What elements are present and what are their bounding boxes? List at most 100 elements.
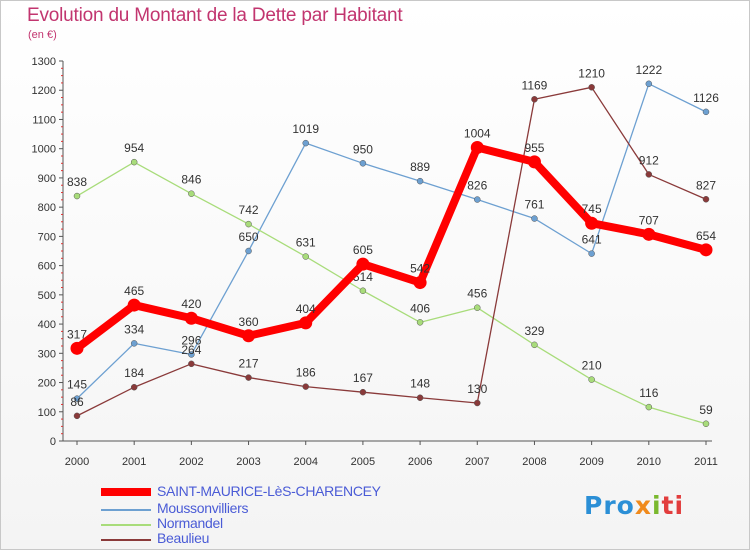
proxiti-logo: Proxiti — [584, 491, 684, 520]
logo-part-3: i — [651, 491, 662, 520]
legend-label-normandel: Normandel — [157, 515, 223, 531]
data-label-normandel-2003: 742 — [239, 203, 259, 217]
data-point-moussonvilliers-2002 — [188, 351, 195, 358]
y-tick-label-900: 900 — [38, 173, 56, 185]
data-point-normandel-2000 — [73, 192, 81, 200]
data-label-beaulieu-2010: 912 — [639, 153, 659, 167]
data-point-moussonvilliers-2006 — [416, 177, 424, 185]
data-point-normandel-2006 — [416, 319, 424, 326]
y-tick-label-1100: 1100 — [32, 114, 56, 126]
y-tick-label-1000: 1000 — [32, 144, 56, 156]
data-label-moussonvilliers-2007: 826 — [467, 179, 487, 193]
y-tick-label-600: 600 — [38, 261, 56, 273]
x-tick-label-2000: 2000 — [65, 456, 89, 468]
y-tick-label-200: 200 — [38, 378, 56, 390]
logo-part-1: Pro — [584, 491, 635, 520]
data-point-saint-maurice-les-charencey-2003 — [242, 329, 256, 343]
series-line-beaulieu — [76, 86, 707, 417]
data-label-beaulieu-2007: 130 — [467, 382, 487, 396]
data-label-saint-maurice-les-charencey-2009: 745 — [582, 202, 602, 216]
data-label-beaulieu-2005: 167 — [353, 371, 373, 385]
data-point-beaulieu-2009 — [588, 84, 595, 91]
data-label-normandel-2010: 116 — [639, 386, 658, 400]
data-label-beaulieu-2004: 186 — [296, 366, 316, 380]
data-point-moussonvilliers-2007 — [474, 196, 481, 203]
data-label-saint-maurice-les-charencey-2002: 420 — [181, 297, 201, 311]
x-tick-label-2001: 2001 — [122, 456, 146, 468]
data-point-saint-maurice-les-charencey-2001 — [127, 298, 141, 312]
data-point-moussonvilliers-2005 — [359, 160, 367, 167]
data-label-moussonvilliers-2000: 145 — [67, 378, 87, 392]
data-label-moussonvilliers-2004: 1019 — [292, 122, 319, 136]
x-tick-label-2010: 2010 — [637, 456, 661, 468]
legend-swatch-beaulieu — [101, 539, 151, 541]
x-tick-label-2008: 2008 — [522, 456, 546, 468]
data-point-beaulieu-2001 — [130, 383, 138, 391]
data-point-saint-maurice-les-charencey-2007 — [470, 141, 484, 155]
legend-label-saint-maurice: SAINT-MAURICE-LèS-CHARENCEY — [157, 483, 381, 499]
logo-part-4: ti — [661, 491, 685, 520]
y-tick-label-800: 800 — [38, 202, 56, 214]
data-point-saint-maurice-les-charencey-2010 — [642, 227, 656, 241]
series-line-moussonvilliers — [76, 83, 707, 400]
data-label-moussonvilliers-2008: 761 — [524, 198, 544, 212]
data-label-saint-maurice-les-charencey-2008: 955 — [524, 141, 544, 155]
data-label-moussonvilliers-2003: 650 — [239, 230, 259, 244]
legend-swatch-saint-maurice — [101, 488, 151, 496]
data-label-moussonvilliers-2006: 889 — [410, 160, 430, 174]
data-label-normandel-2007: 456 — [467, 287, 487, 301]
data-point-beaulieu-2010 — [645, 171, 653, 178]
data-point-normandel-2009 — [588, 376, 595, 383]
data-label-moussonvilliers-2001: 334 — [124, 322, 144, 336]
data-label-saint-maurice-les-charencey-2001: 465 — [124, 284, 144, 298]
y-tick-label-400: 400 — [38, 319, 56, 331]
y-tick-label-500: 500 — [38, 290, 56, 302]
data-point-normandel-2008 — [531, 341, 538, 349]
data-point-beaulieu-2002 — [188, 360, 195, 368]
legend-label-beaulieu: Beaulieu — [157, 530, 210, 546]
data-label-beaulieu-2011: 827 — [696, 178, 716, 192]
x-tick-label-2006: 2006 — [408, 456, 432, 468]
data-point-moussonvilliers-2010 — [645, 80, 653, 88]
data-label-beaulieu-2009: 1210 — [578, 66, 605, 80]
legend-item-normandel: Normandel — [101, 515, 501, 533]
data-point-moussonvilliers-2003 — [245, 247, 252, 255]
logo-part-2: x — [634, 491, 652, 520]
data-label-saint-maurice-les-charencey-2010: 707 — [639, 213, 659, 227]
legend-swatch-moussonvilliers — [101, 509, 151, 511]
data-label-normandel-2000: 838 — [67, 175, 87, 189]
data-point-moussonvilliers-2009 — [588, 250, 595, 257]
data-point-saint-maurice-les-charencey-2000 — [70, 341, 84, 355]
data-point-beaulieu-2004 — [302, 383, 309, 390]
x-tick-label-2004: 2004 — [293, 456, 317, 468]
data-point-moussonvilliers-2008 — [531, 215, 538, 222]
data-point-saint-maurice-les-charencey-2004 — [299, 316, 313, 330]
data-label-normandel-2004: 631 — [296, 236, 316, 250]
data-point-beaulieu-2008 — [531, 96, 538, 103]
data-label-saint-maurice-les-charencey-2004: 404 — [296, 302, 316, 316]
data-point-normandel-2003 — [245, 220, 252, 228]
data-point-normandel-2004 — [302, 253, 309, 260]
x-tick-label-2007: 2007 — [465, 456, 489, 468]
legend-item-beaulieu: Beaulieu — [101, 530, 501, 548]
data-point-normandel-2002 — [188, 190, 195, 197]
data-point-moussonvilliers-2011 — [702, 108, 710, 116]
x-tick-label-2009: 2009 — [579, 456, 603, 468]
data-label-moussonvilliers-2005: 950 — [353, 142, 373, 156]
legend-item-saint-maurice: SAINT-MAURICE-LèS-CHARENCEY — [101, 483, 501, 501]
y-tick-label-100: 100 — [38, 407, 56, 419]
data-point-saint-maurice-les-charencey-2009 — [585, 216, 599, 230]
data-point-moussonvilliers-2001 — [130, 340, 138, 347]
data-label-saint-maurice-les-charencey-2003: 360 — [239, 315, 259, 329]
data-point-beaulieu-2003 — [245, 374, 252, 381]
data-point-beaulieu-2000 — [73, 412, 81, 420]
data-label-moussonvilliers-2002: 296 — [181, 333, 201, 347]
data-point-saint-maurice-les-charencey-2011 — [699, 243, 713, 257]
data-label-normandel-2002: 846 — [181, 173, 201, 187]
data-point-beaulieu-2006 — [416, 394, 424, 401]
data-label-beaulieu-2002: 264 — [181, 343, 201, 357]
data-label-moussonvilliers-2010: 1222 — [635, 63, 662, 77]
data-point-beaulieu-2005 — [359, 388, 367, 396]
data-point-normandel-2010 — [645, 403, 653, 411]
